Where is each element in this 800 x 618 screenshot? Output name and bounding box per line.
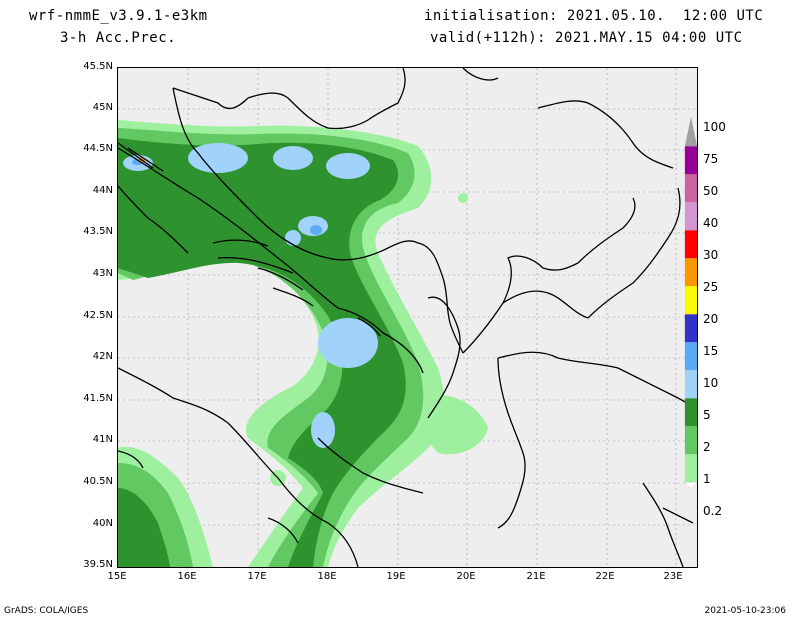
footer-credit: GrADS: COLA/IGES	[4, 606, 89, 616]
lat-label: 44.5N	[83, 143, 113, 154]
footer-timestamp: 2021-05-10-23:06	[704, 606, 787, 616]
valid-time: valid(+112h): 2021.MAY.15 04:00 UTC	[430, 30, 743, 46]
colorbar-label: 40	[703, 216, 719, 230]
colorbar-label: 20	[703, 312, 719, 326]
coastlines-borders	[118, 68, 697, 567]
colorbar-swatch	[684, 398, 698, 427]
colorbar-swatch	[684, 230, 698, 259]
colorbar-label: 2	[703, 440, 711, 454]
precip-5-10	[123, 143, 378, 448]
lon-label: 16E	[177, 571, 197, 582]
lat-label: 45N	[92, 102, 113, 113]
colorbar-label: 5	[703, 408, 711, 422]
lon-label: 15E	[107, 571, 127, 582]
lat-label: 41.5N	[83, 393, 113, 404]
lon-label: 21E	[526, 571, 546, 582]
lat-label: 42N	[92, 351, 113, 362]
lat-label: 40N	[92, 518, 113, 529]
colorbar-label: 1	[703, 472, 711, 486]
colorbar-arrow-bottom	[684, 482, 698, 489]
lon-label: 20E	[456, 571, 476, 582]
lat-label: 39.5N	[83, 559, 113, 570]
colorbar-swatch	[684, 370, 698, 399]
colorbar-swatch	[684, 258, 698, 287]
colorbar-label: 10	[703, 376, 719, 390]
product-name: 3-h Acc.Prec.	[60, 30, 177, 46]
lat-label: 44N	[92, 185, 113, 196]
precipitation-map	[117, 67, 698, 568]
colorbar-label: 25	[703, 280, 719, 294]
colorbar-label: 15	[703, 344, 719, 358]
colorbar-label: 50	[703, 184, 719, 198]
lat-label: 41N	[92, 434, 113, 445]
colorbar-swatch	[684, 314, 698, 343]
colorbar-swatch	[684, 146, 698, 175]
colorbar-label: 75	[703, 152, 719, 166]
colorbar-swatch	[684, 286, 698, 315]
colorbar-swatch	[684, 174, 698, 203]
lat-label: 45.5N	[83, 61, 113, 72]
colorbar-swatch	[684, 426, 698, 455]
colorbar-swatch	[684, 342, 698, 371]
precip-dark	[118, 138, 406, 567]
lon-label: 22E	[595, 571, 615, 582]
initialisation-time: initialisation: 2021.05.10. 12:00 UTC	[424, 8, 764, 24]
model-name: wrf-nmmE_v3.9.1-e3km	[29, 8, 208, 24]
colorbar-label: 30	[703, 248, 719, 262]
lon-label: 23E	[663, 571, 683, 582]
lon-label: 18E	[317, 571, 337, 582]
lon-label: 19E	[386, 571, 406, 582]
colorbar-label: 0.2	[703, 504, 723, 518]
colorbar-swatch	[684, 202, 698, 231]
lat-label: 43.5N	[83, 226, 113, 237]
colorbar	[684, 116, 698, 489]
lon-label: 17E	[247, 571, 267, 582]
colorbar-label: 100	[703, 120, 726, 134]
lat-label: 40.5N	[83, 476, 113, 487]
colorbar-arrow-top	[684, 116, 698, 147]
lat-label: 43N	[92, 268, 113, 279]
colorbar-swatch	[684, 454, 698, 483]
map-svg	[118, 68, 697, 567]
lat-label: 42.5N	[83, 310, 113, 321]
